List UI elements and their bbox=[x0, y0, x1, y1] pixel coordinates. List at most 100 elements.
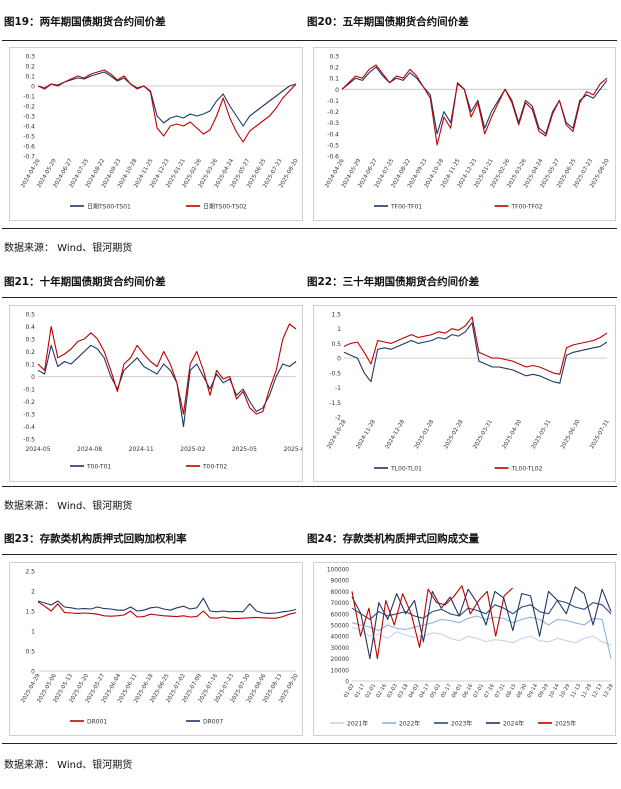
x-tick-label: 2025-05 bbox=[232, 446, 257, 453]
x-tick-label: 2025-04-30 bbox=[502, 419, 524, 451]
x-tick-label: 2024-08 bbox=[77, 446, 102, 453]
legend-label: 2024年 bbox=[503, 720, 524, 728]
y-tick-label: 1 bbox=[337, 326, 341, 333]
section-rule bbox=[2, 228, 617, 229]
x-tick-label: 2025-08 bbox=[283, 446, 302, 453]
y-tick-label: 0.3 bbox=[329, 54, 339, 61]
y-tick-label: 0.5 bbox=[331, 341, 341, 348]
y-tick-label: -2 bbox=[335, 415, 341, 422]
legend-label: 日期TS00-TS02 bbox=[203, 203, 247, 211]
chart-20-title: 图20：五年期国债期货合约间价差 bbox=[307, 16, 469, 28]
series-line-0 bbox=[351, 626, 612, 646]
x-tick-label: 2024-10-28 bbox=[326, 419, 348, 451]
x-tick-label: 2024-12-28 bbox=[385, 419, 407, 451]
y-tick-label: 80000 bbox=[331, 590, 350, 596]
y-tick-label: -0.2 bbox=[23, 399, 35, 406]
series-line-0 bbox=[37, 71, 297, 127]
chart-23-svg: 2.521.510.502025-04-292025-05-062025-05-… bbox=[20, 569, 300, 726]
chart-23-title: 图23：存款类机构质押式回购加权利率 bbox=[4, 533, 187, 545]
legend-label: TF00-TF02 bbox=[511, 204, 543, 211]
y-tick-label: 1.5 bbox=[25, 609, 35, 616]
series-line-1 bbox=[37, 69, 297, 143]
y-tick-label: 0 bbox=[335, 87, 339, 94]
y-tick-label: 0.5 bbox=[25, 312, 35, 319]
y-tick-label: -0.3 bbox=[23, 114, 35, 121]
series-line-3 bbox=[351, 586, 612, 660]
y-tick-label: 0.1 bbox=[329, 76, 339, 83]
x-tick-label: 2025-03-31 bbox=[472, 419, 494, 451]
y-tick-label: 0.3 bbox=[25, 337, 35, 344]
y-tick-label: 0.1 bbox=[25, 362, 35, 369]
section-rule bbox=[2, 743, 617, 744]
legend-label: 2021年 bbox=[347, 720, 368, 728]
series-line-1 bbox=[351, 615, 612, 659]
legend-label: 日期TS00-TS01 bbox=[87, 203, 131, 211]
y-tick-label: 40000 bbox=[331, 635, 350, 641]
y-tick-label: 1 bbox=[31, 629, 35, 636]
chart-22-title: 图22：三十年期国债期货合约间价差 bbox=[307, 276, 480, 288]
y-tick-label: -0.2 bbox=[23, 104, 35, 111]
chart-21-svg: 0.5 0.4 0.3 0.2 0.1 0 -0.1 -0.2 -0.3 -0.4 -0.5 2024… bbox=[23, 312, 308, 471]
y-tick-label: 0.2 bbox=[25, 349, 35, 356]
x-tick-label: 2025-02-28 bbox=[443, 419, 465, 451]
y-tick-label: -0.1 bbox=[23, 387, 35, 394]
y-tick-label: -0.2 bbox=[327, 109, 339, 116]
series-line-1 bbox=[343, 316, 608, 375]
source-note: 数据来源： Wind、银河期货 bbox=[4, 243, 133, 254]
chart-20-frame: 0.3 0.2 0.1 0 -0.1 -0.2 -0.3 -0.4 -0.5 -0.6 2024-0… bbox=[313, 47, 616, 221]
legend-label: DR007 bbox=[203, 719, 223, 726]
y-tick-label: -0.5 bbox=[23, 437, 35, 444]
section-rule bbox=[2, 486, 617, 487]
source-note: 数据来源： Wind、银河期货 bbox=[4, 501, 133, 512]
x-tick-label: 2024-11-28 bbox=[356, 419, 378, 451]
y-tick-label: 100000 bbox=[327, 568, 349, 574]
chart-21-title: 图21：十年期国债期货合约间价差 bbox=[4, 276, 166, 288]
series-line-1 bbox=[341, 64, 608, 146]
y-tick-label: 60000 bbox=[331, 612, 350, 618]
series-line-1 bbox=[37, 597, 297, 614]
title-rule bbox=[2, 297, 617, 298]
x-tick-label: 12-28 bbox=[602, 683, 615, 699]
chart-19-frame: 0.3 0.2 0.1 0 -0.1 -0.2 -0.3 -0.4 -0.5 -0.6 -0.7 20… bbox=[9, 47, 303, 221]
x-tick-label: 2025-01-28 bbox=[414, 419, 436, 451]
legend-label: TL00-TL01 bbox=[390, 466, 422, 473]
y-tick-label: 0.1 bbox=[25, 74, 35, 81]
source-note: 数据来源： Wind、银河期货 bbox=[4, 760, 133, 771]
y-tick-label: -0.4 bbox=[327, 131, 339, 138]
y-tick-label: 0.4 bbox=[25, 324, 35, 331]
series-line-0 bbox=[343, 322, 608, 384]
x-tick-label: 2024-05 bbox=[25, 446, 50, 453]
y-tick-label: -0.5 bbox=[23, 134, 35, 141]
chart-19-svg: 0.30.20.10-0.1-0.2-0.3-0.4-0.5-0.6-0.720… bbox=[20, 54, 300, 211]
legend-label: T00-T02 bbox=[202, 464, 227, 471]
y-tick-label: 50000 bbox=[331, 624, 350, 630]
chart-23-frame: 2.5 2 1.5 1 0.5 0 2025-04-29 2025-05-06 2025-05-… bbox=[9, 562, 303, 736]
series-line-4 bbox=[351, 585, 513, 660]
y-tick-label: 0 bbox=[337, 356, 341, 363]
title-rule bbox=[2, 554, 617, 555]
y-tick-label: 0.3 bbox=[25, 54, 35, 61]
chart-24-title: 图24：存款类机构质押式回购成交量 bbox=[307, 533, 480, 545]
x-tick-label: 2025-05-31 bbox=[531, 419, 553, 451]
y-tick-label: 70000 bbox=[331, 601, 350, 607]
legend-label: 2025年 bbox=[555, 720, 576, 728]
y-tick-label: -0.1 bbox=[23, 94, 35, 101]
y-tick-label: -0.7 bbox=[23, 154, 35, 161]
y-tick-label: 10000 bbox=[331, 668, 350, 674]
y-tick-label: 0 bbox=[31, 84, 35, 91]
y-tick-label: 90000 bbox=[331, 579, 350, 585]
y-tick-label: 0 bbox=[345, 680, 349, 686]
y-tick-label: -0.5 bbox=[327, 142, 339, 149]
y-tick-label: -0.6 bbox=[327, 154, 339, 161]
x-tick-label: 2025-07-31 bbox=[589, 419, 611, 451]
y-tick-label: 30000 bbox=[331, 646, 350, 652]
series-line-2 bbox=[351, 599, 612, 620]
y-tick-label: -0.4 bbox=[23, 124, 35, 131]
series-line-0 bbox=[37, 344, 297, 428]
series-line-0 bbox=[341, 66, 608, 135]
y-tick-label: 0.2 bbox=[25, 64, 35, 71]
series-line-1 bbox=[37, 323, 297, 415]
y-tick-label: 2.5 bbox=[25, 569, 35, 576]
y-tick-label: 1.5 bbox=[331, 312, 341, 319]
